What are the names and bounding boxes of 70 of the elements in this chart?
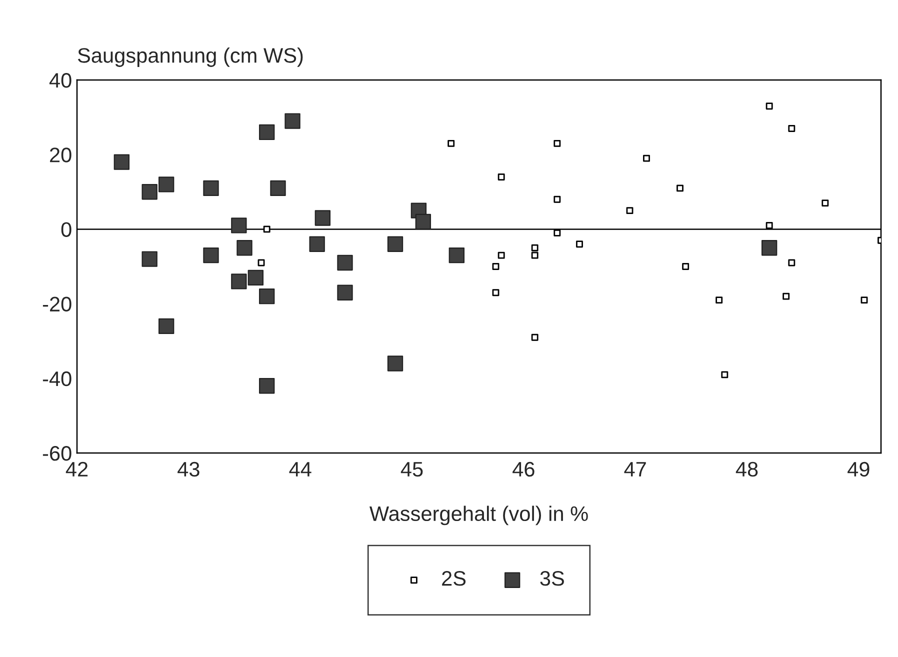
x-tick-label: 44: [289, 462, 312, 476]
point: [314, 210, 331, 226]
point: [788, 259, 796, 266]
point: [337, 254, 353, 271]
legend-label: 2S: [442, 571, 466, 586]
point: [626, 207, 634, 214]
point: [231, 218, 247, 234]
point: [766, 222, 773, 229]
point: [114, 154, 130, 170]
point: [284, 113, 300, 129]
point: [448, 140, 455, 147]
point: [309, 236, 325, 252]
point: [415, 214, 432, 230]
point: [531, 252, 538, 259]
point: [498, 252, 505, 259]
point: [203, 180, 219, 196]
y-tick-label: 40: [49, 73, 72, 88]
point: [387, 236, 404, 252]
point: [766, 102, 773, 110]
legend-label: 3S: [540, 571, 564, 586]
point: [263, 226, 270, 233]
x-tick-label: 43: [178, 462, 200, 477]
point: [337, 284, 353, 300]
y-tick-label: -40: [42, 371, 72, 386]
point: [822, 200, 829, 207]
point: [554, 229, 561, 236]
point: [716, 296, 723, 304]
point: [448, 247, 465, 264]
point: [682, 263, 690, 270]
point: [258, 288, 275, 304]
point: [782, 292, 790, 300]
point: [531, 244, 538, 252]
point: [258, 259, 265, 266]
point: [270, 180, 286, 196]
point: [142, 184, 158, 200]
point: [761, 240, 778, 256]
x-tick-label: 46: [512, 462, 534, 477]
point: [203, 247, 219, 264]
x-tick-label: 49: [848, 462, 870, 477]
point: [643, 154, 650, 162]
point: [860, 296, 868, 304]
y-tick-label: -60: [42, 446, 72, 461]
point: [231, 274, 247, 290]
point: [554, 196, 561, 203]
point: [142, 251, 158, 267]
point: [258, 378, 275, 394]
y-tick-label: -20: [42, 296, 72, 312]
point: [248, 270, 264, 286]
point: [788, 125, 796, 132]
point: [387, 356, 404, 372]
point: [498, 174, 505, 180]
point: [158, 318, 174, 334]
x-axis-title: Wassergehalt (vol) in %: [369, 506, 588, 526]
x-tick-label: 47: [624, 462, 646, 476]
point: [721, 371, 728, 378]
point: [554, 140, 561, 147]
x-tick-label: 42: [66, 462, 88, 476]
point: [576, 240, 583, 248]
x-tick-label: 45: [400, 462, 423, 477]
point: [258, 124, 275, 140]
point: [492, 263, 500, 270]
point: [236, 240, 252, 256]
x-tick-label: 48: [736, 462, 758, 477]
point: [676, 184, 684, 192]
y-axis-title: Saugspannung (cm WS): [78, 48, 303, 67]
y-tick-label: 20: [50, 148, 72, 162]
y-tick-label: 0: [61, 222, 72, 237]
point: [492, 289, 500, 296]
point: [531, 334, 538, 341]
point: [158, 176, 174, 192]
